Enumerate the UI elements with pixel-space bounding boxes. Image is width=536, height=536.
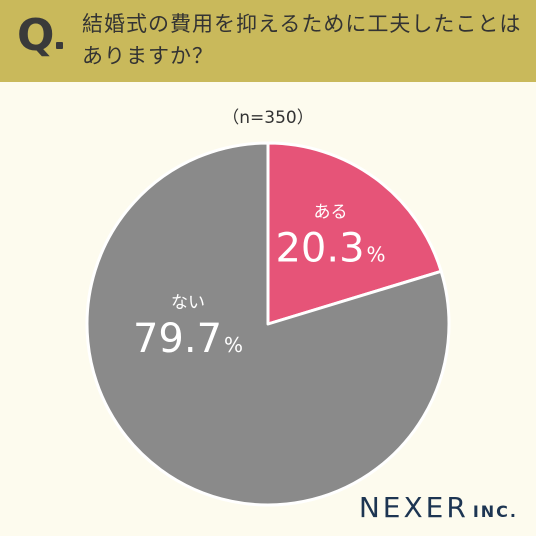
slice-value-aru: 20.3% — [275, 226, 385, 272]
question-text: 結婚式の費用を抑えるために工夫したことは ありますか？ — [82, 8, 522, 72]
brand-logo: NEXER INC. — [359, 491, 518, 524]
sample-size-note: （n=350） — [222, 108, 314, 128]
pie-slice-nai — [85, 141, 451, 507]
question-mark-dot — [56, 42, 63, 49]
brand-suffix: INC. — [472, 502, 518, 521]
question-line-1: 結婚式の費用を抑えるために工夫したことは — [82, 12, 522, 36]
brand-name: NEXER — [358, 491, 469, 524]
pie-slice-aru — [266, 141, 443, 326]
question-mark: Q — [17, 10, 55, 61]
question-line-2: ありますか？ — [82, 44, 214, 68]
question-header: Q 結婚式の費用を抑えるために工夫したことは ありますか？ — [0, 0, 536, 82]
slice-label-aru: ある — [314, 203, 348, 223]
slice-label-nai: ない — [171, 293, 205, 313]
slice-value-nai: 79.7% — [133, 316, 243, 362]
